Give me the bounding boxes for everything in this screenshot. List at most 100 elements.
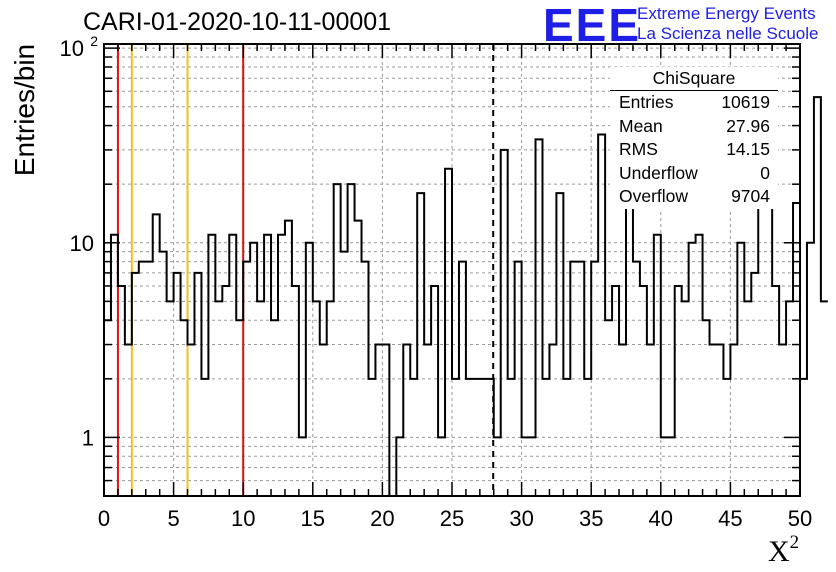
histogram-bin xyxy=(675,286,682,496)
stats-rms-label: RMS xyxy=(619,139,658,159)
histogram-bin xyxy=(696,235,703,496)
histogram-bin xyxy=(772,286,779,496)
histogram-bin xyxy=(529,437,536,496)
x-tick-label: 15 xyxy=(301,506,325,531)
histogram-bin xyxy=(452,379,459,496)
histogram-bin xyxy=(417,193,424,496)
histogram-bin xyxy=(362,262,369,496)
histogram-bin xyxy=(229,235,236,496)
histogram-bin xyxy=(612,286,619,496)
y-axis-label: Entries/bin xyxy=(9,43,40,177)
x-tick-label: 5 xyxy=(167,506,179,531)
histogram-bin xyxy=(633,262,640,496)
histogram-bin xyxy=(445,169,452,496)
histogram-bin xyxy=(800,379,807,496)
stats-underflow-value: 0 xyxy=(760,162,770,183)
histogram-bin xyxy=(181,320,188,496)
histogram-bin xyxy=(466,379,473,496)
histogram-bin xyxy=(160,252,167,496)
histogram-bin xyxy=(410,379,417,496)
histogram-bin xyxy=(167,301,174,496)
histogram-bin xyxy=(814,97,821,496)
histogram-bin xyxy=(334,184,341,496)
histogram-bin xyxy=(473,379,480,496)
histogram-bin xyxy=(570,262,577,496)
histogram-bin xyxy=(111,235,118,496)
x-tick-label: 30 xyxy=(509,506,533,531)
histogram-bin xyxy=(730,345,737,496)
histogram-bin xyxy=(368,379,375,496)
stats-row-overflow: Overflow 9704 xyxy=(610,185,778,209)
histogram-bin xyxy=(703,320,710,496)
histogram-bin xyxy=(682,301,689,496)
x-tick-label: 0 xyxy=(98,506,110,531)
histogram-bin xyxy=(640,286,647,496)
x-tick-label: 40 xyxy=(649,506,673,531)
logo-line-2: La Scienza nelle Scuole xyxy=(637,24,819,43)
histogram-bin xyxy=(556,193,563,496)
histogram-layer xyxy=(104,96,828,497)
histogram-bin xyxy=(153,214,160,496)
x-tick-label: 45 xyxy=(718,506,742,531)
histogram-bin xyxy=(661,437,668,496)
x-axis-label-symbol: X xyxy=(768,535,790,568)
histogram-bin xyxy=(542,379,549,496)
histogram-bin xyxy=(174,273,181,496)
eee-logo-letters: EEE xyxy=(543,0,642,51)
histogram-bin xyxy=(257,301,264,496)
histogram-bin xyxy=(710,345,717,496)
histogram-bin xyxy=(320,345,327,496)
histogram-bin xyxy=(313,301,320,496)
histogram-bin xyxy=(271,320,278,496)
x-axis-label-superscript: 2 xyxy=(789,532,800,553)
stats-row-entries: Entries 10619 xyxy=(610,91,778,115)
x-tick-label: 35 xyxy=(579,506,603,531)
histogram-bin xyxy=(744,301,751,496)
histogram-bin xyxy=(278,235,285,496)
histogram-bin xyxy=(139,262,146,496)
histogram-bin xyxy=(786,301,793,496)
histogram-bin xyxy=(821,301,828,496)
histogram-bin xyxy=(382,345,389,496)
histogram-bin xyxy=(487,379,494,496)
stats-mean-label: Mean xyxy=(619,115,663,136)
histogram-bin xyxy=(668,437,675,496)
histogram-bin xyxy=(341,252,348,496)
histogram-bin xyxy=(584,379,591,496)
histogram-bin xyxy=(292,286,299,496)
histogram-bin xyxy=(118,286,125,496)
stats-underflow-label: Underflow xyxy=(619,162,698,183)
histogram-bin xyxy=(208,235,215,496)
stats-entries-value: 10619 xyxy=(721,92,770,112)
stats-box: ChiSquare Entries 10619 Mean 27.96 RMS 1… xyxy=(610,67,778,209)
histogram-bin xyxy=(647,345,654,496)
histogram-bin xyxy=(431,286,438,496)
histogram-bin xyxy=(591,262,598,496)
histogram-bin xyxy=(222,286,229,496)
histogram-bin xyxy=(689,243,696,496)
histogram-bin xyxy=(619,345,626,496)
histogram-bin xyxy=(438,437,445,496)
y-tick-label: 10 xyxy=(60,36,84,61)
histogram-bin xyxy=(285,221,292,496)
histogram-bin xyxy=(348,184,355,496)
x-tick-label: 50 xyxy=(788,506,812,531)
stats-row-mean: Mean 27.96 xyxy=(610,115,778,139)
axis-layer: 0 5 10 15 20 25 30 35 40 45 50 1 10 10 2 xyxy=(60,33,813,531)
stats-rms-value: 14.15 xyxy=(726,139,770,159)
histogram-bin xyxy=(751,273,758,496)
stats-title: ChiSquare xyxy=(610,67,778,91)
histogram-bin xyxy=(501,150,508,496)
histogram-bin xyxy=(403,345,410,496)
histogram-bin xyxy=(716,345,723,496)
x-tick-label: 10 xyxy=(231,506,255,531)
stats-row-underflow: Underflow 0 xyxy=(610,162,778,186)
histogram-bin xyxy=(188,345,195,496)
x-tick-label: 20 xyxy=(370,506,394,531)
chart-title: CARI-01-2020-10-11-00001 xyxy=(83,8,392,36)
stats-overflow-value: 9704 xyxy=(731,186,770,206)
histogram-bin xyxy=(605,320,612,496)
stats-overflow-label: Overflow xyxy=(619,186,689,206)
histogram-bin xyxy=(654,235,661,496)
